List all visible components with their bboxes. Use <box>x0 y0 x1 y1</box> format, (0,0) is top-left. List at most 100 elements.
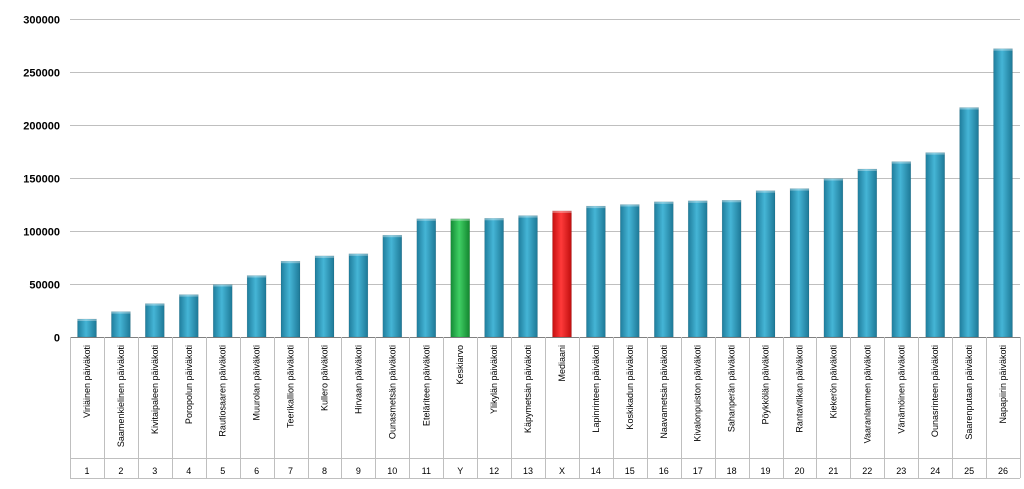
bar-cap <box>722 200 742 203</box>
bar-7 <box>280 260 301 338</box>
bar-Y <box>450 218 470 338</box>
bar-cap <box>925 152 945 155</box>
category-label: Vänämöinen päiväkoti <box>896 345 906 434</box>
y-tick-label: 0 <box>54 333 60 345</box>
category-rank: 7 <box>288 466 293 476</box>
bar-14 <box>586 205 606 338</box>
bar-cap <box>586 206 606 209</box>
category-rank: 4 <box>186 466 191 476</box>
category-rank: 20 <box>794 466 804 476</box>
bar-5 <box>212 284 233 338</box>
category-label: Sahanperän päiväkoti <box>727 345 737 432</box>
y-tick-label: 200000 <box>23 121 60 133</box>
category-rank: 17 <box>693 466 703 476</box>
category-label: Napapiirin päiväkoti <box>998 345 1008 424</box>
bar-cap <box>688 200 708 203</box>
category-label: Kiekerön päiväkoti <box>828 345 838 419</box>
category-label: Ounasrinteen päiväkoti <box>930 345 940 437</box>
category-label: Kivitaipaleen päiväkoti <box>150 345 160 434</box>
bar-1 <box>77 318 97 338</box>
bar-12 <box>484 218 504 338</box>
y-tick-label: 150000 <box>23 174 60 186</box>
bar-19 <box>755 190 776 338</box>
bar-26 <box>993 48 1013 338</box>
bar-cap <box>111 311 131 314</box>
bar-cap <box>756 190 775 193</box>
category-label: Hirvaan päiväkoti <box>353 345 363 414</box>
bar-8 <box>314 255 335 338</box>
bar-cap <box>213 284 233 287</box>
category-label: Eteläriteen päiväkoti <box>421 345 431 426</box>
bar-cap <box>993 48 1013 51</box>
category-rank: 22 <box>862 466 872 476</box>
category-label: Viriäinen päiväkoti <box>82 345 92 418</box>
y-tick-label: 300000 <box>23 15 60 27</box>
category-label: Ylikylän päiväkoti <box>489 345 499 414</box>
bar-cap <box>281 261 300 264</box>
category-table <box>70 337 1021 479</box>
category-rank: 16 <box>659 466 669 476</box>
y-tick-label: 100000 <box>23 227 60 239</box>
gridlines <box>70 19 1020 338</box>
category-rank: 10 <box>387 466 397 476</box>
bar-cap <box>484 218 504 221</box>
bar-cap <box>382 235 402 238</box>
category-label: Kivalonpuiston päiväkoti <box>693 345 703 442</box>
category-label: Teerikallion päiväkoti <box>286 345 296 428</box>
category-rank: 19 <box>760 466 770 476</box>
bar-cap <box>857 169 877 171</box>
bar-25 <box>959 107 979 338</box>
bar-cap <box>145 303 165 306</box>
bar-cap <box>620 204 640 207</box>
bar-9 <box>348 253 369 338</box>
category-rank: 5 <box>220 466 225 476</box>
bar-3 <box>145 303 165 338</box>
bar-21 <box>823 178 844 338</box>
bar-cap <box>959 107 979 110</box>
category-rank: 23 <box>896 466 906 476</box>
category-label: Keskiarvo <box>455 345 465 385</box>
category-rank: 14 <box>591 466 601 476</box>
category-rank: 9 <box>356 466 361 476</box>
category-label: Naavametsän päiväkoti <box>659 345 669 439</box>
category-label: Vaaranlammen päiväkoti <box>862 345 872 443</box>
bar-X <box>552 210 572 338</box>
bar-cap <box>179 294 199 297</box>
bar-cap <box>654 201 674 204</box>
category-label: Lapinrinteen päiväkoti <box>591 345 601 433</box>
bar-17 <box>687 200 708 338</box>
bar-23 <box>891 161 912 338</box>
category-rank: 12 <box>489 466 499 476</box>
bar-15 <box>620 204 640 338</box>
category-label: Saarenputaan päiväkoti <box>964 345 974 440</box>
bar-cap <box>315 255 334 258</box>
category-rank: 26 <box>998 466 1008 476</box>
category-rank: 1 <box>84 466 89 476</box>
category-label: Saamenkielinen päiväkoti <box>116 345 126 447</box>
category-rank: 2 <box>118 466 123 476</box>
bar-cap <box>77 319 97 321</box>
category-rank: X <box>559 466 565 476</box>
bar-2 <box>111 311 131 338</box>
category-rank: Y <box>457 466 463 476</box>
category-labels: Viriäinen päiväkoti 1 Saamenkielinen päivä… <box>82 345 1008 476</box>
category-rank: 8 <box>322 466 327 476</box>
bar-cap <box>518 215 538 218</box>
bar-18 <box>721 200 742 338</box>
bar-10 <box>382 234 403 338</box>
bar-cap <box>823 178 843 181</box>
bars <box>77 48 1013 338</box>
category-label: Ounasmetsän päiväkoti <box>387 345 397 439</box>
bar-4 <box>179 294 199 338</box>
bar-13 <box>518 215 538 338</box>
bar-16 <box>654 201 674 338</box>
bar-11 <box>416 218 437 338</box>
bar-22 <box>857 168 878 338</box>
category-rank: 13 <box>523 466 533 476</box>
bar-cap <box>790 188 809 191</box>
bar-cap <box>450 218 470 221</box>
category-rank: 18 <box>727 466 737 476</box>
category-label: Kullero päiväkoti <box>320 345 330 411</box>
bar-6 <box>246 275 267 338</box>
category-rank: 24 <box>930 466 940 476</box>
